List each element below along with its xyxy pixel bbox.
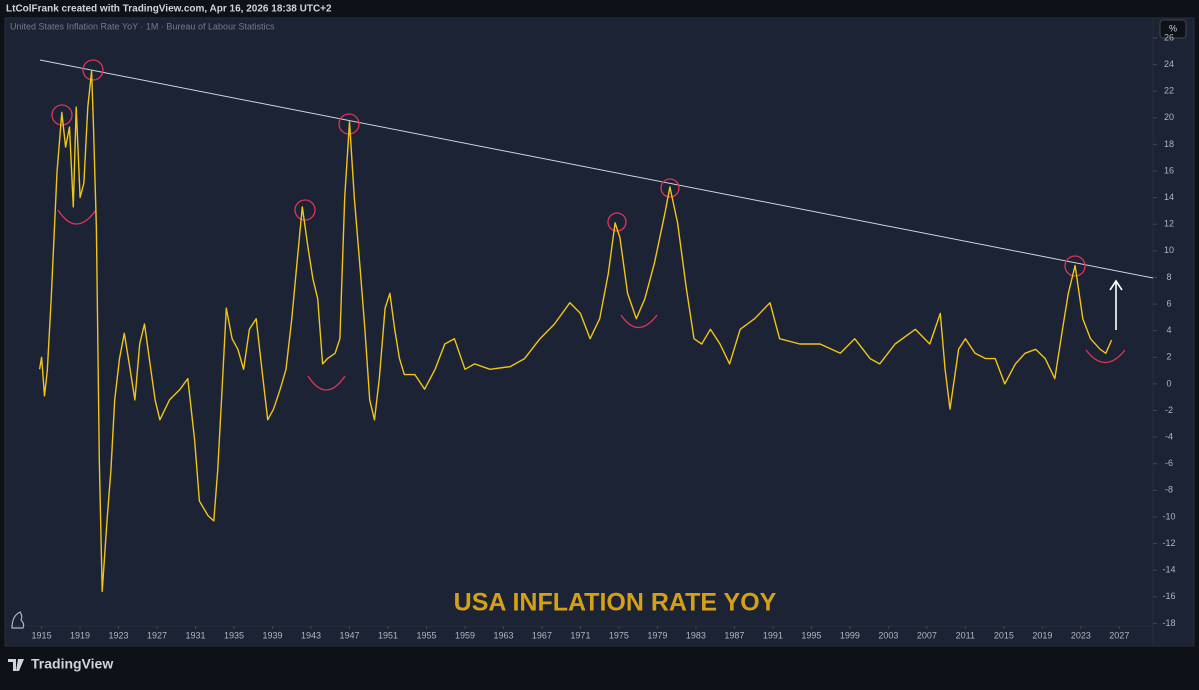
y-tick-label: -16 [1162,591,1175,601]
x-tick-label: 1923 [109,630,129,640]
arrow-head [1109,279,1123,291]
x-tick-label: 2015 [994,630,1014,640]
x-tick-label: 1991 [763,630,783,640]
y-tick-label: 24 [1164,59,1174,69]
peak-circle [660,178,680,198]
x-tick-label: 1983 [686,630,706,640]
x-tick-label: 2019 [1032,630,1052,640]
chart-panel [4,17,1195,647]
x-tick-label: 1979 [647,630,667,640]
peak-circle [82,59,104,81]
header: LtColFrank created with TradingView.com,… [6,4,332,15]
x-tick-label: 2027 [1109,630,1129,640]
y-tick-label: 10 [1164,245,1174,255]
unit-box [1159,19,1187,39]
x-tick-label: 1971 [570,630,590,640]
trough-arc [57,209,97,225]
chart-title: United States Inflation Rate YoY · 1M · … [10,21,275,31]
x-tick-label: 1967 [532,630,552,640]
x-tick-label: 1931 [186,630,206,640]
y-tick-label: 20 [1164,112,1174,122]
peak-circle [1064,255,1086,277]
y-tick-label: -2 [1165,405,1173,415]
x-tick-label: 2023 [1071,630,1091,640]
y-tick-label: -6 [1165,458,1173,468]
x-tick-label: 2007 [917,630,937,640]
x-tick-label: 1947 [339,630,359,640]
y-tick-label: -4 [1165,431,1173,441]
trough-arc [620,314,658,329]
x-tick-label: 1955 [416,630,436,640]
y-tick-label: -14 [1162,565,1175,575]
logo-mark [8,659,24,671]
peak-circle [294,199,316,221]
y-tick-label: 8 [1166,272,1171,282]
x-tick-label: 1975 [609,630,629,640]
x-tick-label: 1919 [70,630,90,640]
footer: TradingView [31,656,113,672]
y-tick-label: 12 [1164,219,1174,229]
trough-arc [1085,349,1126,364]
logo-icon [11,611,25,629]
x-tick-label: 1999 [840,630,860,640]
peak-circle [607,212,627,232]
y-tick-label: -10 [1162,511,1175,521]
x-tick-label: 1959 [455,630,475,640]
x-tick-label: 2011 [956,630,975,640]
x-tick-label: 1951 [378,630,398,640]
peak-circle [51,104,73,126]
arrow [1109,279,1123,330]
trendline [39,59,1154,279]
x-tick-label: 1927 [147,630,167,640]
y-tick-label: -12 [1162,538,1175,548]
trough-arc [307,375,346,391]
y-tick-label: 6 [1166,298,1171,308]
x-tick-label: 1935 [224,630,244,640]
highlights [51,59,1126,391]
x-tick-label: 2003 [878,630,898,640]
x-tick-label: 1915 [32,630,52,640]
y-tick-label: -18 [1162,618,1175,628]
y-tick-label: 2 [1166,352,1171,362]
x-tick-label: 1939 [262,630,282,640]
y-tick-label: 0 [1166,378,1171,388]
x-tick-label: 1995 [801,630,821,640]
series-line [38,70,1113,593]
y-tick-label: 14 [1164,192,1174,202]
x-tick-label: 1987 [724,630,744,640]
annotation: USA INFLATION RATE YOY [454,589,777,617]
x-tick-label: 1963 [493,630,513,640]
y-tick-label: 16 [1164,165,1174,175]
y-tick-label: 26 [1164,32,1174,42]
y-tick-label: -8 [1165,485,1173,495]
y-tick-label: 4 [1166,325,1171,335]
y-tick-label: 18 [1164,139,1174,149]
y-unit: % [1169,23,1177,33]
y-tick-label: 22 [1164,86,1174,96]
footer-logo: TradingView [8,656,113,672]
x-tick-label: 1943 [301,630,321,640]
